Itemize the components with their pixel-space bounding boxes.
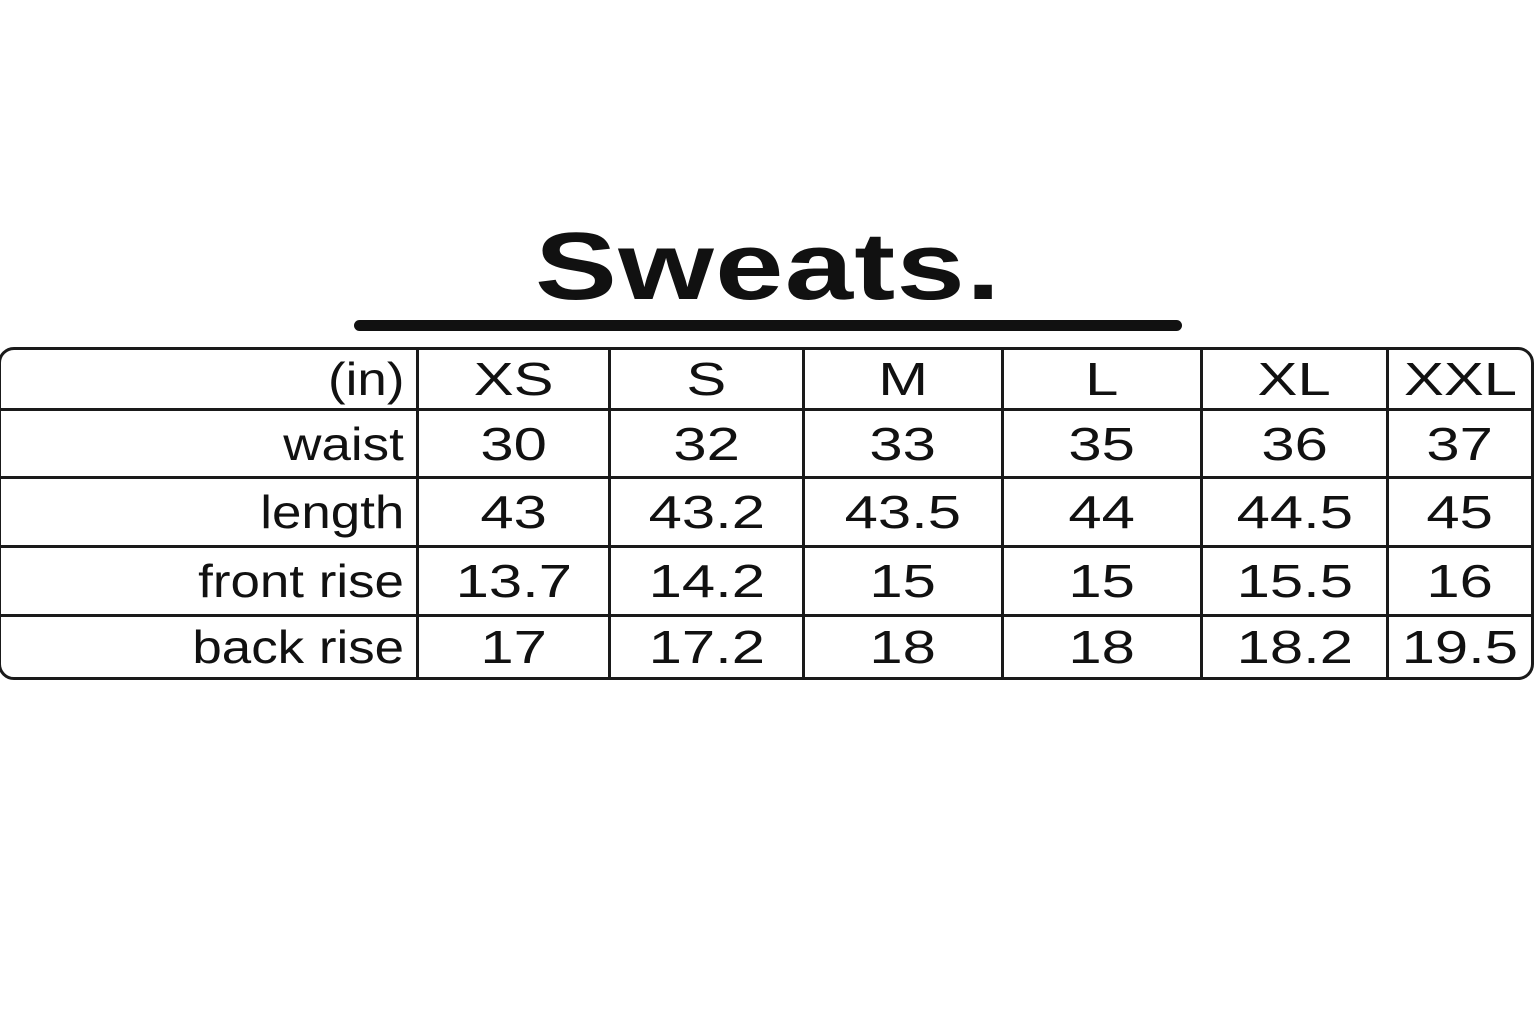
row-label: waist <box>1 411 419 479</box>
table-cell-text: 44.5 <box>1236 486 1353 538</box>
size-header-m-text: M <box>878 353 928 405</box>
table-cell-text: 43.2 <box>648 486 765 538</box>
row-label-text: back rise <box>192 621 404 673</box>
table-cell: 37 <box>1389 411 1531 479</box>
unit-header-text: (in) <box>327 353 404 405</box>
table-cell: 33 <box>805 411 1004 479</box>
table-cell-text: 18 <box>869 621 937 673</box>
table-cell: 17 <box>419 617 611 677</box>
table-cell-text: 36 <box>1261 417 1328 470</box>
table-cell-text: 15 <box>1068 555 1136 607</box>
table-cell-text: 15.5 <box>1236 555 1353 607</box>
table-cell: 18 <box>805 617 1004 677</box>
size-header-xxl: XXL <box>1389 350 1531 411</box>
table-cell: 35 <box>1004 411 1203 479</box>
table-cell-text: 32 <box>673 417 740 470</box>
table-cell-text: 17 <box>480 621 547 673</box>
table-cell-text: 18.2 <box>1236 621 1353 673</box>
size-header-m: M <box>805 350 1004 411</box>
unit-header: (in) <box>1 350 419 411</box>
table-cell-text: 16 <box>1426 555 1494 607</box>
table-cell: 36 <box>1203 411 1389 479</box>
size-header-l: L <box>1004 350 1203 411</box>
page-title: Sweats. <box>0 212 1536 322</box>
row-label-text: front rise <box>198 555 404 607</box>
table-cell: 15.5 <box>1203 548 1389 617</box>
table-cell-text: 43.5 <box>844 486 962 538</box>
size-chart-table: (in) XS S M L XL XXL waist 30 32 33 35 36 37 length 43 4… <box>0 347 1534 680</box>
table-cell: 15 <box>1004 548 1203 617</box>
table-cell-text: 37 <box>1426 417 1494 470</box>
table-cell: 19.5 <box>1389 617 1531 677</box>
table-cell: 14.2 <box>611 548 805 617</box>
title-underline <box>354 320 1182 331</box>
table-cell: 13.7 <box>419 548 611 617</box>
size-header-xxl-text: XXL <box>1403 353 1517 405</box>
table-cell: 15 <box>805 548 1004 617</box>
row-label-text: waist <box>283 417 404 470</box>
size-header-s: S <box>611 350 805 411</box>
table-cell: 18 <box>1004 617 1203 677</box>
table-cell: 43.5 <box>805 479 1004 548</box>
table-cell: 43.2 <box>611 479 805 548</box>
table-cell-text: 17.2 <box>648 621 765 673</box>
row-label-text: length <box>259 486 404 538</box>
table-cell-text: 18 <box>1068 621 1136 673</box>
size-header-xl: XL <box>1203 350 1389 411</box>
table-cell: 17.2 <box>611 617 805 677</box>
table-cell: 44.5 <box>1203 479 1389 548</box>
table-cell: 18.2 <box>1203 617 1389 677</box>
table-cell: 45 <box>1389 479 1531 548</box>
table-cell: 32 <box>611 411 805 479</box>
table-cell-text: 45 <box>1426 486 1494 538</box>
table-cell-text: 30 <box>480 417 547 470</box>
table-cell-text: 14.2 <box>648 555 765 607</box>
table-cell: 16 <box>1389 548 1531 617</box>
row-label: length <box>1 479 419 548</box>
row-label: back rise <box>1 617 419 677</box>
table-cell-text: 43 <box>480 486 547 538</box>
table-cell: 44 <box>1004 479 1203 548</box>
table-cell-text: 44 <box>1068 486 1136 538</box>
size-header-s-text: S <box>686 353 727 405</box>
row-label: front rise <box>1 548 419 617</box>
table-cell: 43 <box>419 479 611 548</box>
title-text: Sweats. <box>534 213 1002 320</box>
size-header-xs: XS <box>419 350 611 411</box>
size-header-l-text: L <box>1085 353 1119 405</box>
table-cell-text: 19.5 <box>1401 621 1519 673</box>
size-header-xs-text: XS <box>473 353 554 405</box>
table-cell-text: 15 <box>869 555 937 607</box>
size-header-xl-text: XL <box>1257 353 1332 405</box>
table-cell: 30 <box>419 411 611 479</box>
table-cell-text: 13.7 <box>455 555 572 607</box>
table-cell-text: 33 <box>869 417 937 470</box>
table-cell-text: 35 <box>1068 417 1136 470</box>
